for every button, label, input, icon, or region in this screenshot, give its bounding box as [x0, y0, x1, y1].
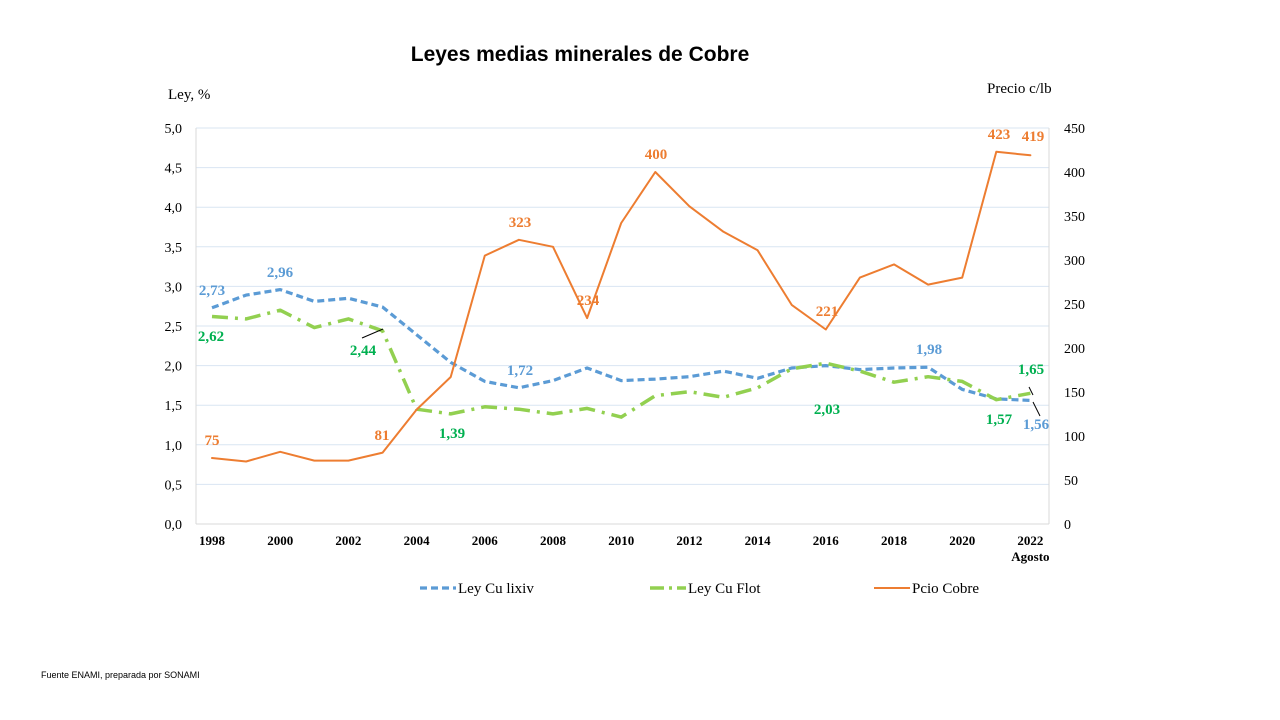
data-label: 1,72	[507, 363, 533, 379]
y-tick-label: 1,0	[165, 439, 183, 454]
y2-tick-label: 250	[1064, 298, 1085, 313]
y2-tick-label: 150	[1064, 386, 1085, 401]
data-label: 2,96	[267, 265, 294, 281]
x-tick-label: 2020	[949, 533, 975, 548]
data-label: 81	[375, 428, 390, 444]
y2-tick-label: 350	[1064, 210, 1085, 225]
x-tick-label: 2004	[404, 533, 431, 548]
axes	[195, 128, 1050, 525]
y-tick-label: 2,5	[165, 320, 183, 335]
data-label: 221	[816, 304, 839, 320]
data-label: 400	[645, 147, 668, 163]
x-tick-label: 2002	[335, 533, 361, 548]
leader-line	[1032, 401, 1041, 417]
legend-label: Ley Cu lixiv	[458, 581, 534, 597]
legend-label: Ley Cu Flot	[688, 581, 761, 597]
data-label: 75	[205, 433, 220, 449]
tick-labels: 0,0 0,5 1,0 1,5 2,0 2,5 3,0 3,5 4,0 4,5 5,0 0 50 100 1…	[165, 122, 1086, 564]
y-tick-label: 0,5	[165, 478, 183, 493]
data-label: 1,57	[986, 412, 1013, 428]
data-label: 2,03	[814, 402, 840, 418]
data-label: 323	[509, 215, 532, 231]
x-tick-label: 2006	[472, 533, 499, 548]
legend: Ley Cu lixiv Ley Cu Flot Pcio Cobre	[420, 581, 979, 597]
legend-label: Pcio Cobre	[912, 581, 979, 597]
x-tick-label: 1998	[199, 533, 226, 548]
x-tick-label: 2016	[813, 533, 840, 548]
leader-line	[1028, 386, 1034, 396]
y-tick-label: 2,0	[165, 360, 183, 375]
data-labels: 2,73 2,96 1,72 1,98 1,56 2,62 2,44 1,39 2,03 1,57…	[198, 127, 1050, 449]
series-line-pcio-cobre	[211, 150, 1032, 463]
y2-axis-title: Precio c/lb	[987, 81, 1052, 97]
data-label: 2,44	[350, 343, 377, 359]
x-tick-label: 2012	[676, 533, 702, 548]
data-label: 423	[988, 127, 1011, 143]
data-label: 1,65	[1018, 362, 1044, 378]
x-tick-sublabel: Agosto	[1011, 549, 1049, 564]
y-tick-label: 4,0	[165, 201, 183, 216]
y2-tick-label: 100	[1064, 430, 1085, 445]
chart-title: Leyes medias minerales de Cobre	[411, 43, 750, 66]
y2-tick-label: 50	[1064, 474, 1078, 489]
data-label: 1,39	[439, 426, 465, 442]
data-label: 1,98	[916, 342, 942, 358]
data-label: 2,73	[199, 283, 225, 299]
x-tick-label: 2000	[267, 533, 293, 548]
y2-tick-label: 400	[1064, 166, 1085, 181]
y2-tick-label: 200	[1064, 342, 1085, 357]
y-tick-label: 4,5	[165, 162, 183, 177]
data-label: 234	[577, 293, 600, 309]
x-tick-label: 2014	[745, 533, 772, 548]
x-tick-label: 2010	[608, 533, 634, 548]
series-line-ley-cu-flot	[211, 308, 1031, 419]
y-axis-title: Ley, %	[168, 87, 210, 103]
y2-tick-label: 300	[1064, 254, 1085, 269]
gridlines	[196, 127, 1049, 485]
y-tick-label: 0,0	[165, 518, 183, 533]
y-tick-label: 3,5	[165, 241, 183, 256]
leader-line	[361, 328, 384, 339]
data-label: 419	[1022, 129, 1045, 145]
y-tick-label: 1,5	[165, 399, 183, 414]
y-tick-label: 3,0	[165, 280, 183, 295]
x-tick-label: 2022	[1017, 533, 1043, 548]
data-label: 1,56	[1023, 417, 1050, 433]
series-line-ley-cu-lixiv	[211, 288, 1031, 402]
data-label: 2,62	[198, 329, 224, 345]
source-note: Fuente ENAMI, preparada por SONAMI	[41, 670, 200, 680]
y2-tick-label: 450	[1064, 122, 1085, 137]
x-tick-label: 2008	[540, 533, 567, 548]
y-tick-label: 5,0	[165, 122, 183, 137]
series-lines	[211, 150, 1032, 463]
x-tick-label: 2018	[881, 533, 908, 548]
y2-tick-label: 0	[1064, 518, 1071, 533]
